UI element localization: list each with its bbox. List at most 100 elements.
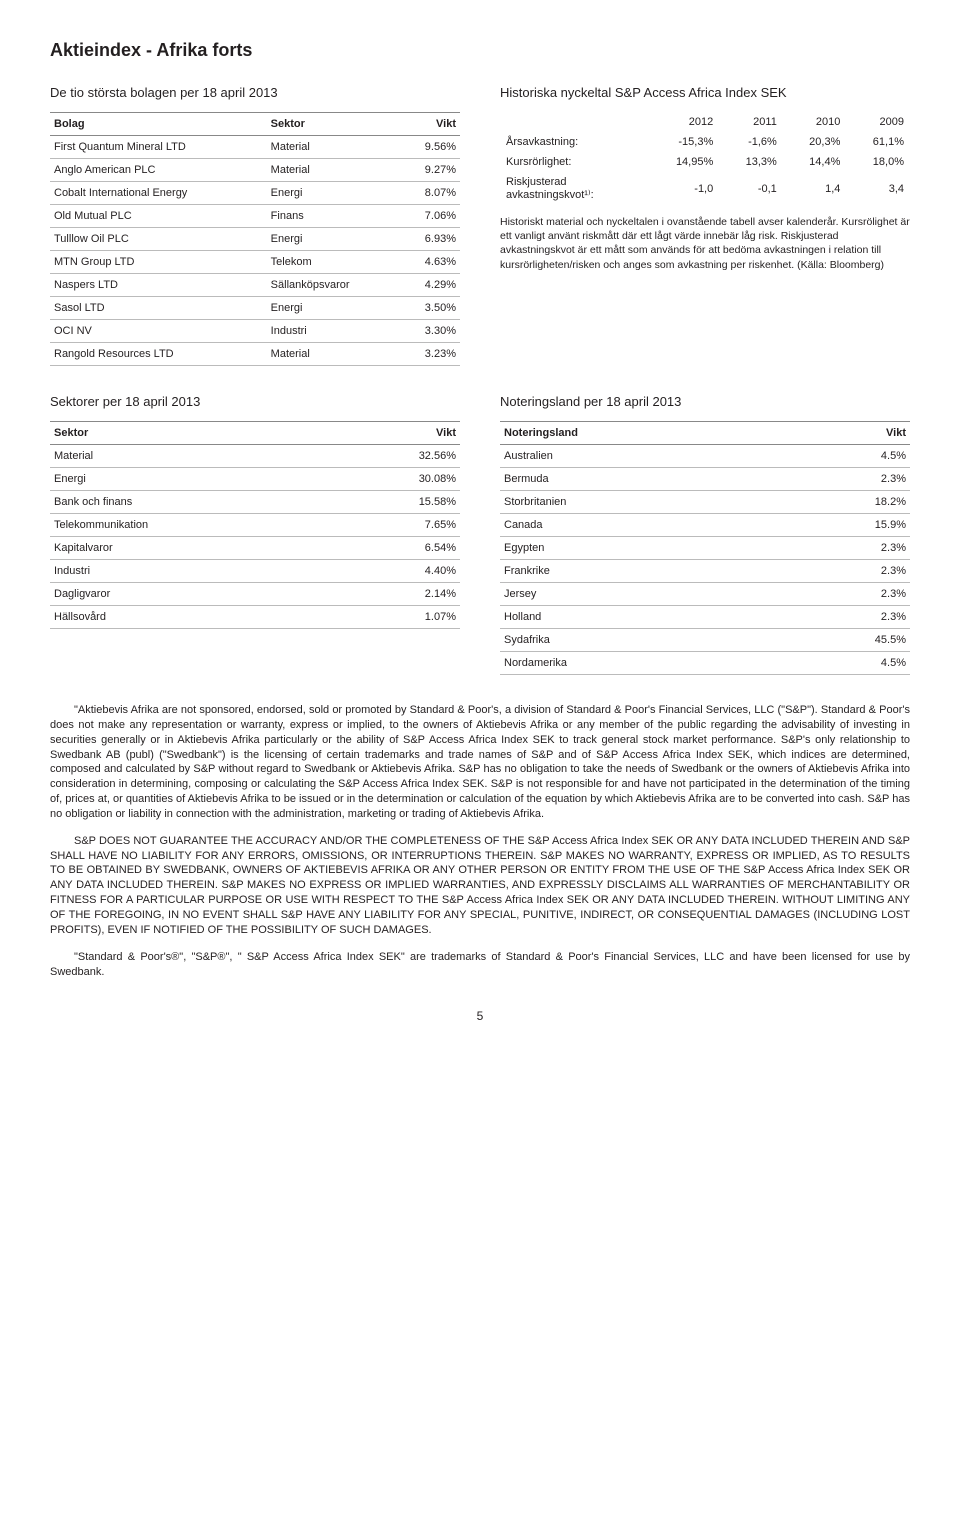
disclaimer-p3: "Standard & Poor's®", "S&P®", " S&P Acce…: [50, 950, 910, 980]
metrics-row: Kursrörlighet:14,95%13,3%14,4%18,0%: [500, 152, 910, 172]
table-cell: Telekom: [267, 251, 400, 274]
top-right-section: Historiska nyckeltal S&P Access Africa I…: [500, 85, 910, 366]
table-cell: 8.07%: [400, 182, 460, 205]
table-cell: Kapitalvaror: [50, 537, 334, 560]
table-cell: Finans: [267, 205, 400, 228]
table-cell: Egypten: [500, 537, 777, 560]
mid-right-section: Noteringsland per 18 april 2013 Notering…: [500, 394, 910, 675]
metrics-table: 2012 2011 2010 2009 Årsavkastning:-15,3%…: [500, 112, 910, 205]
table-row: Naspers LTDSällanköpsvaror4.29%: [50, 274, 460, 297]
metric-value: 61,1%: [846, 132, 910, 152]
table-cell: 3.30%: [400, 320, 460, 343]
metric-label: Kursrörlighet:: [500, 152, 647, 172]
table-cell: 6.54%: [334, 537, 460, 560]
col-land: Noteringsland: [500, 422, 777, 445]
table-header-row: Noteringsland Vikt: [500, 422, 910, 445]
table-row: Industri4.40%: [50, 560, 460, 583]
table-cell: 1.07%: [334, 606, 460, 629]
metrics-row: Årsavkastning:-15,3%-1,6%20,3%61,1%: [500, 132, 910, 152]
table-cell: First Quantum Mineral LTD: [50, 136, 267, 159]
table-cell: Storbritanien: [500, 491, 777, 514]
metric-value: 1,4: [783, 172, 847, 205]
table-row: First Quantum Mineral LTDMaterial9.56%: [50, 136, 460, 159]
col-vikt3: Vikt: [777, 422, 910, 445]
table-cell: Canada: [500, 514, 777, 537]
table-cell: Industri: [50, 560, 334, 583]
metric-value: 18,0%: [846, 152, 910, 172]
table-cell: Energi: [267, 228, 400, 251]
metric-value: 3,4: [846, 172, 910, 205]
table-cell: Cobalt International Energy: [50, 182, 267, 205]
holdings-table: Bolag Sektor Vikt First Quantum Mineral …: [50, 112, 460, 366]
table-cell: OCI NV: [50, 320, 267, 343]
top-row: De tio största bolagen per 18 april 2013…: [50, 85, 910, 366]
table-cell: 45.5%: [777, 629, 910, 652]
col-bolag: Bolag: [50, 113, 267, 136]
metric-value: -0,1: [719, 172, 783, 205]
table-row: Telekommunikation7.65%: [50, 514, 460, 537]
table-cell: 15.9%: [777, 514, 910, 537]
table-cell: 30.08%: [334, 468, 460, 491]
metric-value: 14,95%: [647, 152, 720, 172]
table-cell: 32.56%: [334, 445, 460, 468]
sectors-table: Sektor Vikt Material32.56%Energi30.08%Ba…: [50, 421, 460, 629]
metrics-footnote: Historiskt material och nyckeltalen i ov…: [500, 215, 910, 272]
table-cell: 2.3%: [777, 606, 910, 629]
table-cell: 2.3%: [777, 468, 910, 491]
table-cell: Material: [267, 136, 400, 159]
mid-left-section: Sektorer per 18 april 2013 Sektor Vikt M…: [50, 394, 460, 675]
table-row: Hällsovård1.07%: [50, 606, 460, 629]
table-cell: 4.29%: [400, 274, 460, 297]
table-row: Cobalt International EnergyEnergi8.07%: [50, 182, 460, 205]
table-cell: Old Mutual PLC: [50, 205, 267, 228]
disclaimer-p1: "Aktiebevis Afrika are not sponsored, en…: [50, 703, 910, 822]
table-row: Australien4.5%: [500, 445, 910, 468]
metric-value: 14,4%: [783, 152, 847, 172]
metric-label: Årsavkastning:: [500, 132, 647, 152]
table-cell: Bermuda: [500, 468, 777, 491]
mid-row: Sektorer per 18 april 2013 Sektor Vikt M…: [50, 394, 910, 675]
table-cell: Material: [267, 159, 400, 182]
table-row: Old Mutual PLCFinans7.06%: [50, 205, 460, 228]
table-cell: 3.23%: [400, 343, 460, 366]
year-2012: 2012: [647, 112, 720, 132]
table-cell: Sällanköpsvaror: [267, 274, 400, 297]
col-sektor: Sektor: [267, 113, 400, 136]
table-row: Bermuda2.3%: [500, 468, 910, 491]
table-cell: Frankrike: [500, 560, 777, 583]
col-vikt: Vikt: [400, 113, 460, 136]
table-row: Canada15.9%: [500, 514, 910, 537]
table-row: Frankrike2.3%: [500, 560, 910, 583]
table-row: Anglo American PLCMaterial9.27%: [50, 159, 460, 182]
col-sektor2: Sektor: [50, 422, 334, 445]
table-cell: Sydafrika: [500, 629, 777, 652]
table-cell: Telekommunikation: [50, 514, 334, 537]
page-number: 5: [50, 1009, 910, 1023]
table-cell: Jersey: [500, 583, 777, 606]
table-cell: 7.06%: [400, 205, 460, 228]
table-cell: 4.63%: [400, 251, 460, 274]
table-cell: Holland: [500, 606, 777, 629]
table-row: Dagligvaror2.14%: [50, 583, 460, 606]
table-cell: Energi: [267, 297, 400, 320]
table-row: Jersey2.3%: [500, 583, 910, 606]
table-row: OCI NVIndustri3.30%: [50, 320, 460, 343]
metric-value: 13,3%: [719, 152, 783, 172]
metrics-row: Riskjusterad avkastningskvot¹⁾:-1,0-0,11…: [500, 172, 910, 205]
disclaimer-block: "Aktiebevis Afrika are not sponsored, en…: [50, 703, 910, 979]
table-row: Energi30.08%: [50, 468, 460, 491]
table-cell: Hällsovård: [50, 606, 334, 629]
table-cell: Material: [50, 445, 334, 468]
table-cell: 9.56%: [400, 136, 460, 159]
top-left-heading: De tio största bolagen per 18 april 2013: [50, 85, 460, 100]
table-cell: Energi: [267, 182, 400, 205]
top-left-section: De tio största bolagen per 18 april 2013…: [50, 85, 460, 366]
metric-value: -1,0: [647, 172, 720, 205]
metrics-header-row: 2012 2011 2010 2009: [500, 112, 910, 132]
table-cell: MTN Group LTD: [50, 251, 267, 274]
table-cell: 2.14%: [334, 583, 460, 606]
table-cell: 4.40%: [334, 560, 460, 583]
table-row: Kapitalvaror6.54%: [50, 537, 460, 560]
table-cell: 2.3%: [777, 560, 910, 583]
table-header-row: Bolag Sektor Vikt: [50, 113, 460, 136]
